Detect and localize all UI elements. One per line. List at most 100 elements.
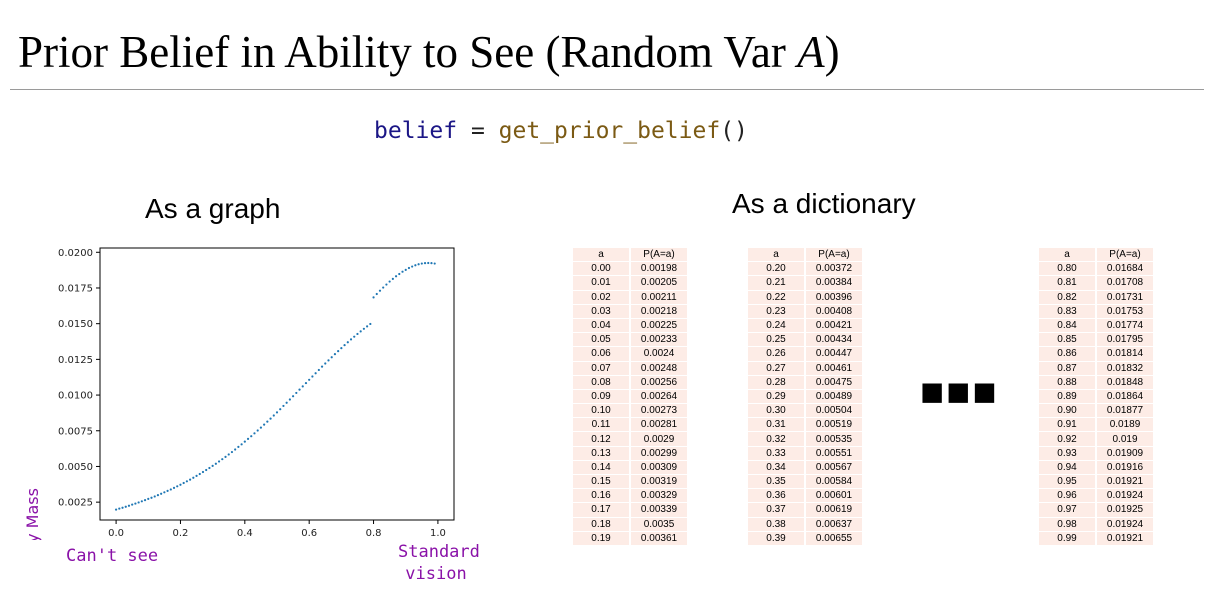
cell-prob: 0.01684 (1096, 261, 1155, 277)
data-point (127, 504, 131, 507)
data-point (256, 429, 259, 432)
cell-a: 0.38 (748, 517, 806, 532)
standard-vision-line1: Standard (398, 542, 480, 562)
data-point (311, 375, 314, 378)
data-point (237, 445, 240, 448)
data-point (282, 404, 285, 408)
code-operator: = (457, 118, 499, 144)
cell-prob: 0.00655 (805, 531, 864, 546)
table-row: 0.08 0.00256 (573, 375, 689, 390)
cell-a: 0.23 (748, 304, 806, 319)
table-row: 0.30 0.00504 (748, 403, 864, 419)
data-point (230, 450, 234, 454)
cell-prob: 0.00361 (630, 531, 689, 546)
cell-a: 0.00 (573, 261, 631, 277)
data-point (349, 338, 353, 341)
cell-prob: 0.00421 (805, 318, 864, 334)
data-point (404, 268, 407, 271)
y-tick-label: 0.0125 (58, 355, 93, 366)
table-row: 0.01 0.00205 (573, 275, 689, 291)
cell-prob: 0.00264 (630, 389, 689, 405)
data-point (317, 368, 320, 372)
cell-a: 0.93 (1039, 446, 1097, 461)
data-point (385, 283, 388, 286)
table-row: 0.29 0.00489 (748, 389, 864, 405)
data-point (343, 343, 346, 347)
data-point (391, 277, 394, 280)
table-row: 0.05 0.00233 (573, 332, 689, 348)
table-row: 0.33 0.00551 (748, 446, 864, 461)
table-row: 0.92 0.019 (1039, 431, 1155, 447)
title-text: Prior Belief in Ability to See (Random V… (18, 27, 798, 77)
cell-a: 0.98 (1039, 517, 1097, 532)
data-point (398, 272, 401, 276)
table-row: 0.13 0.00299 (573, 446, 689, 461)
cell-prob: 0.00384 (805, 275, 864, 291)
cell-a: 0.10 (573, 403, 631, 419)
standard-vision-label: Standard vision (398, 541, 480, 585)
data-point (131, 503, 134, 506)
cell-prob: 0.00447 (805, 346, 864, 362)
cell-a: 0.37 (748, 502, 806, 518)
cell-a: 0.27 (748, 361, 806, 376)
y-tick-label: 0.0200 (58, 248, 93, 259)
title-divider (10, 89, 1204, 90)
table-row: 0.03 0.00218 (573, 304, 689, 319)
data-point (304, 381, 308, 385)
cell-prob: 0.00218 (630, 304, 689, 319)
cell-prob: 0.01864 (1096, 389, 1155, 405)
cant-see-label: Can't see (66, 546, 159, 566)
cell-a: 0.11 (573, 417, 631, 433)
cell-prob: 0.00601 (805, 488, 864, 504)
y-tick-label: 0.0175 (58, 283, 93, 294)
table-header-row: a P(A=a) (1039, 248, 1155, 263)
cell-a: 0.15 (573, 474, 631, 490)
data-point (169, 488, 172, 491)
table-row: 0.26 0.00447 (748, 346, 864, 362)
data-point (388, 280, 391, 283)
x-tick-label: 0.4 (237, 528, 253, 539)
cell-a: 0.81 (1039, 275, 1097, 291)
data-point (327, 359, 330, 362)
cell-prob: 0.01832 (1096, 361, 1155, 376)
x-tick-label: 0.0 (108, 528, 124, 539)
cell-a: 0.22 (748, 290, 806, 305)
cell-a: 0.85 (1039, 332, 1097, 348)
table-row: 0.90 0.01877 (1039, 403, 1155, 419)
cell-a: 0.13 (573, 446, 631, 461)
data-point (333, 352, 337, 356)
table-row: 0.91 0.0189 (1039, 417, 1155, 433)
col-a-header: a (1039, 248, 1097, 263)
col-p-header: P(A=a) (1096, 248, 1155, 263)
cell-prob: 0.01925 (1096, 502, 1155, 518)
cell-a: 0.35 (748, 474, 806, 490)
data-point (308, 378, 311, 381)
data-point (372, 296, 375, 299)
cell-a: 0.02 (573, 290, 631, 305)
cell-prob: 0.00211 (630, 290, 689, 305)
data-point (382, 286, 385, 289)
cell-a: 0.21 (748, 275, 806, 291)
data-point (314, 372, 317, 375)
cell-a: 0.39 (748, 531, 806, 546)
cell-prob: 0.00319 (630, 474, 689, 490)
table-row: 0.21 0.00384 (748, 275, 864, 291)
data-point (224, 455, 227, 458)
data-point (234, 448, 237, 451)
table-row: 0.89 0.01864 (1039, 389, 1155, 405)
data-point (176, 485, 179, 488)
data-point (356, 332, 359, 336)
cell-prob: 0.00225 (630, 318, 689, 334)
cell-a: 0.95 (1039, 474, 1097, 490)
x-tick-label: 0.2 (173, 528, 189, 539)
cell-a: 0.33 (748, 446, 806, 461)
table-row: 0.99 0.01921 (1039, 531, 1155, 546)
cell-a: 0.14 (573, 460, 631, 476)
data-point (205, 468, 208, 472)
table-row: 0.18 0.0035 (573, 517, 689, 532)
data-point (266, 420, 269, 423)
title-close: ) (824, 27, 840, 77)
cell-a: 0.89 (1039, 389, 1097, 405)
cell-a: 0.20 (748, 261, 806, 277)
table-row: 0.35 0.00584 (748, 474, 864, 490)
